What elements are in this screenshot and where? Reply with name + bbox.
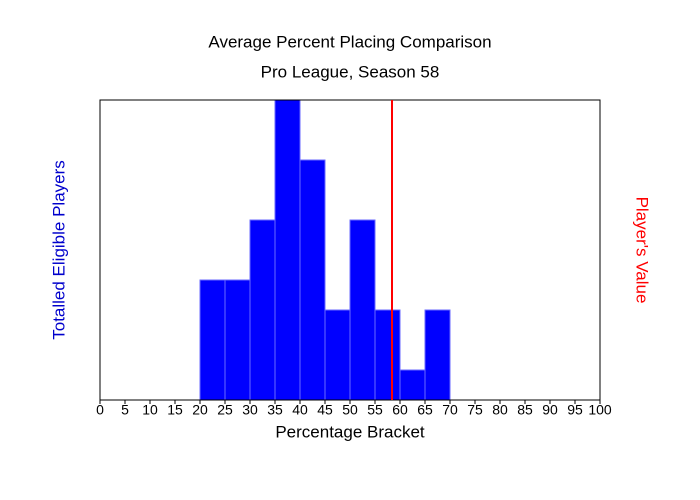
bar: [199, 279, 226, 401]
x-tick-label: 5: [121, 402, 129, 418]
x-tick-label: 40: [292, 402, 308, 418]
x-tick-label: 10: [142, 402, 158, 418]
chart-subtitle: Pro League, Season 58: [261, 62, 440, 81]
x-axis-label: Percentage Bracket: [275, 422, 425, 441]
bar: [349, 219, 376, 401]
x-tick-label: 65: [417, 402, 433, 418]
x-tick-label: 15: [167, 402, 183, 418]
bar: [374, 309, 401, 401]
x-tick-label: 35: [267, 402, 283, 418]
bar: [299, 159, 326, 401]
chart-title: Average Percent Placing Comparison: [208, 32, 491, 51]
x-tick-label: 45: [317, 402, 333, 418]
x-tick-label: 100: [588, 402, 612, 418]
x-tick-label: 70: [442, 402, 458, 418]
bar: [274, 99, 301, 401]
x-tick-label: 30: [242, 402, 258, 418]
x-tick-label: 80: [492, 402, 508, 418]
bar: [399, 369, 426, 401]
x-tick-label: 0: [96, 402, 104, 418]
marker-label: Player's Value: [633, 197, 652, 304]
bar: [324, 309, 351, 401]
x-tick-label: 55: [367, 402, 383, 418]
bar: [249, 219, 276, 401]
x-tick-label: 50: [342, 402, 358, 418]
x-tick-label: 60: [392, 402, 408, 418]
x-tick-label: 75: [467, 402, 483, 418]
x-tick-label: 20: [192, 402, 208, 418]
x-tick-label: 25: [217, 402, 233, 418]
bar: [224, 279, 251, 401]
y-axis-label: Totalled Eligible Players: [49, 160, 68, 340]
x-tick-label: 95: [567, 402, 583, 418]
x-tick-label: 85: [517, 402, 533, 418]
x-tick-label: 90: [542, 402, 558, 418]
bar: [424, 309, 451, 401]
